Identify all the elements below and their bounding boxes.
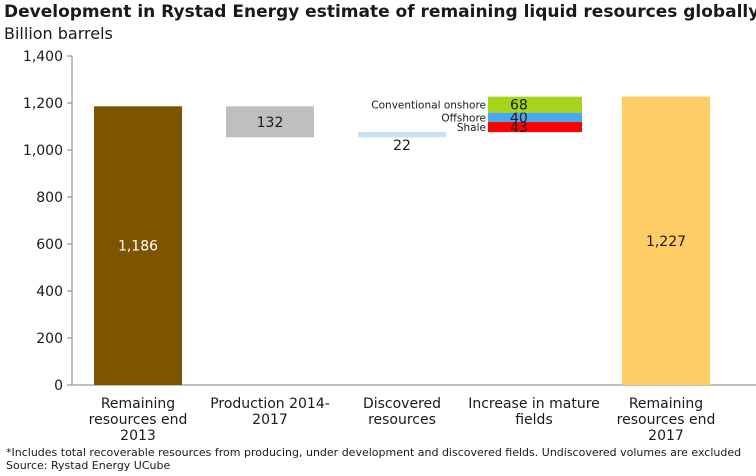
data-label: 40 [510,110,528,126]
y-tick-label: 1,400 [23,49,63,65]
segment-name-label: Shale [457,122,486,134]
y-tick-label: 200 [36,331,63,347]
x-tick-label: Production 2014- [210,396,330,412]
y-tick-label: 1,200 [23,96,63,112]
x-tick-label: 2013 [120,428,156,444]
x-tick-label: Remaining [629,396,703,412]
bar-segment [488,112,582,123]
bar-segment [488,96,582,113]
data-label: 68 [510,98,528,114]
x-tick-label: Remaining [101,396,175,412]
bar [622,96,710,385]
y-tick-label: 800 [36,190,63,206]
segment-name-label: Offshore [441,112,486,124]
source-note: Source: Rystad Energy UCube [6,459,171,472]
data-label: 1,227 [646,234,686,250]
y-tick-label: 600 [36,237,63,253]
footnote: *Includes total recoverable resources fr… [6,446,742,459]
x-tick-label: Increase in mature [468,396,600,412]
data-label: 43 [510,120,528,136]
chart-title: Development in Rystad Energy estimate of… [4,2,756,22]
y-tick-label: 0 [54,378,63,394]
chart-subtitle: Billion barrels [4,24,113,43]
bar [94,106,182,385]
x-tick-label: 2017 [252,412,288,428]
x-tick-label: resources end [617,412,716,428]
segment-name-label: Conventional onshore [371,100,486,112]
bar [226,106,314,138]
x-tick-label: resources end [89,412,188,428]
bar-segment [488,122,582,133]
y-tick-label: 400 [36,284,63,300]
x-tick-label: Discovered [363,396,441,412]
x-tick-label: resources [368,412,436,428]
data-label: 132 [257,115,284,131]
x-tick-label: 2017 [648,428,684,444]
bar [358,132,446,138]
data-label: 1,186 [118,239,158,255]
y-tick-label: 1,000 [23,143,63,159]
data-label: 22 [393,138,411,154]
x-tick-label: fields [515,412,553,428]
